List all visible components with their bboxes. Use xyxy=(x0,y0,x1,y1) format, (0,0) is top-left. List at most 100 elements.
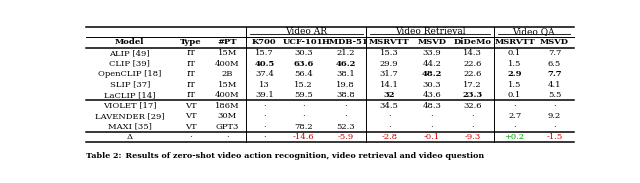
Text: 52.3: 52.3 xyxy=(336,123,355,131)
Text: 23.3: 23.3 xyxy=(463,91,483,99)
Text: OpenCLIP [18]: OpenCLIP [18] xyxy=(98,70,161,78)
Text: 31.7: 31.7 xyxy=(380,70,399,78)
Text: VIOLET [17]: VIOLET [17] xyxy=(103,102,156,110)
Text: 186M: 186M xyxy=(215,102,240,110)
Text: 19.8: 19.8 xyxy=(336,81,355,89)
Text: 32: 32 xyxy=(383,91,395,99)
Text: 30.3: 30.3 xyxy=(422,81,441,89)
Text: IT: IT xyxy=(186,49,195,57)
Text: 40.5: 40.5 xyxy=(254,60,275,68)
Text: ·: · xyxy=(344,102,347,110)
Text: 34.5: 34.5 xyxy=(380,102,399,110)
Text: Results of zero-shot video action recognition, video retrieval and video questio: Results of zero-shot video action recogn… xyxy=(120,152,484,160)
Text: -14.6: -14.6 xyxy=(292,133,314,141)
Text: 7.7: 7.7 xyxy=(547,70,562,78)
Text: ·: · xyxy=(189,133,192,141)
Text: Type: Type xyxy=(180,38,202,46)
Text: 48.3: 48.3 xyxy=(422,102,441,110)
Text: Table 2:: Table 2: xyxy=(86,152,122,160)
Text: ·: · xyxy=(513,123,516,131)
Text: 56.4: 56.4 xyxy=(294,70,313,78)
Text: 48.2: 48.2 xyxy=(422,70,442,78)
Text: ALIP [49]: ALIP [49] xyxy=(109,49,150,57)
Text: ·: · xyxy=(226,133,228,141)
Text: -9.3: -9.3 xyxy=(465,133,481,141)
Text: HMDB-51: HMDB-51 xyxy=(322,38,369,46)
Text: ·: · xyxy=(344,112,347,120)
Text: MSVD: MSVD xyxy=(417,38,446,46)
Text: IT: IT xyxy=(186,70,195,78)
Text: ·: · xyxy=(263,133,266,141)
Text: 13: 13 xyxy=(259,81,270,89)
Text: 6.5: 6.5 xyxy=(548,60,561,68)
Text: 15.2: 15.2 xyxy=(294,81,313,89)
Text: Model: Model xyxy=(115,38,145,46)
Text: MSRVTT: MSRVTT xyxy=(369,38,410,46)
Text: 0.1: 0.1 xyxy=(508,91,521,99)
Text: 21.2: 21.2 xyxy=(336,49,355,57)
Text: #PT: #PT xyxy=(218,38,237,46)
Text: 15M: 15M xyxy=(218,81,237,89)
Text: ·: · xyxy=(302,102,305,110)
Text: 0.1: 0.1 xyxy=(508,49,521,57)
Text: K700: K700 xyxy=(252,38,276,46)
Text: CLIP [39]: CLIP [39] xyxy=(109,60,150,68)
Text: ·: · xyxy=(388,112,390,120)
Text: 37.4: 37.4 xyxy=(255,70,274,78)
Text: 38.8: 38.8 xyxy=(336,91,355,99)
Text: +0.2: +0.2 xyxy=(504,133,525,141)
Text: 400M: 400M xyxy=(215,60,240,68)
Text: Video Retrieval: Video Retrieval xyxy=(395,27,465,36)
Text: SLIP [37]: SLIP [37] xyxy=(109,81,150,89)
Text: IT: IT xyxy=(186,60,195,68)
Text: 1.5: 1.5 xyxy=(508,81,522,89)
Text: 22.6: 22.6 xyxy=(463,70,482,78)
Text: 63.6: 63.6 xyxy=(293,60,314,68)
Text: 400M: 400M xyxy=(215,91,240,99)
Text: ·: · xyxy=(388,123,390,131)
Text: 15.7: 15.7 xyxy=(255,49,274,57)
Text: ·: · xyxy=(431,123,433,131)
Text: ·: · xyxy=(553,123,556,131)
Text: 32.6: 32.6 xyxy=(463,102,482,110)
Text: ·: · xyxy=(513,102,516,110)
Text: Video AR: Video AR xyxy=(285,27,328,36)
Text: 30M: 30M xyxy=(218,112,237,120)
Text: -5.9: -5.9 xyxy=(337,133,354,141)
Text: UCF-101: UCF-101 xyxy=(284,38,324,46)
Text: ·: · xyxy=(471,123,474,131)
Text: LaCLIP [14]: LaCLIP [14] xyxy=(104,91,156,99)
Text: ·: · xyxy=(431,112,433,120)
Text: 2.9: 2.9 xyxy=(508,70,522,78)
Text: ·: · xyxy=(471,112,474,120)
Text: MSRVTT: MSRVTT xyxy=(494,38,535,46)
Text: 5.5: 5.5 xyxy=(548,91,561,99)
Text: 22.6: 22.6 xyxy=(463,60,482,68)
Text: -2.8: -2.8 xyxy=(381,133,397,141)
Text: ·: · xyxy=(263,112,266,120)
Text: 30.3: 30.3 xyxy=(294,49,313,57)
Text: Video QA: Video QA xyxy=(512,27,555,36)
Text: 29.9: 29.9 xyxy=(380,60,399,68)
Text: 44.2: 44.2 xyxy=(422,60,441,68)
Text: 46.2: 46.2 xyxy=(335,60,356,68)
Text: -1.5: -1.5 xyxy=(547,133,563,141)
Text: VT: VT xyxy=(185,123,196,131)
Text: VT: VT xyxy=(185,102,196,110)
Text: 7.7: 7.7 xyxy=(548,49,561,57)
Text: ·: · xyxy=(553,102,556,110)
Text: IT: IT xyxy=(186,91,195,99)
Text: 15.3: 15.3 xyxy=(380,49,399,57)
Text: 38.1: 38.1 xyxy=(336,70,355,78)
Text: 4.1: 4.1 xyxy=(548,81,561,89)
Text: DiDeMo: DiDeMo xyxy=(454,38,492,46)
Text: -0.1: -0.1 xyxy=(424,133,440,141)
Text: ·: · xyxy=(263,102,266,110)
Text: 33.9: 33.9 xyxy=(422,49,441,57)
Text: 78.2: 78.2 xyxy=(294,123,313,131)
Text: 39.1: 39.1 xyxy=(255,91,274,99)
Text: 15M: 15M xyxy=(218,49,237,57)
Text: LAVENDER [29]: LAVENDER [29] xyxy=(95,112,164,120)
Text: ·: · xyxy=(263,123,266,131)
Text: 14.1: 14.1 xyxy=(380,81,399,89)
